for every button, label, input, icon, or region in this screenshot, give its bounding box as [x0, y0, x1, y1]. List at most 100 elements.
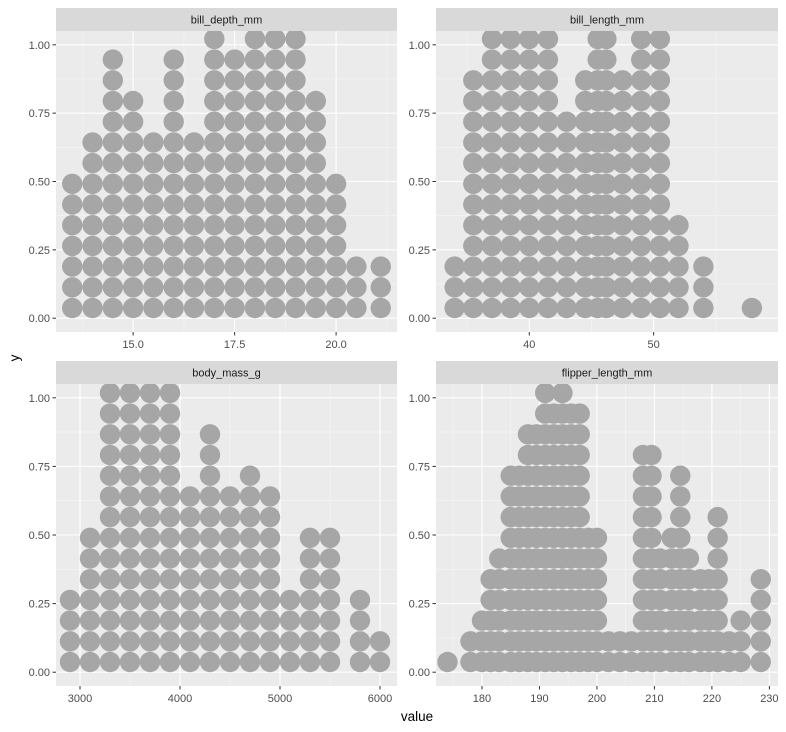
facet-flipper-length-mm: flipper_length_mm 0.00 0.25 0.50 0.75 1.00 180…	[409, 361, 779, 705]
dot	[224, 70, 245, 91]
dot	[163, 90, 184, 112]
y-tick-label: 0.25	[29, 245, 50, 257]
dot	[224, 152, 245, 174]
dot	[59, 589, 81, 611]
dot	[641, 444, 662, 466]
x-tick-label: 40	[523, 339, 535, 351]
dot	[179, 486, 201, 507]
dot	[119, 465, 141, 486]
dot	[346, 256, 367, 277]
dot	[224, 90, 245, 112]
facet-bill-depth-mm: bill_depth_mm 0.00 0.25 0.50 0.75 1.00 15.0 17.…	[29, 8, 397, 351]
dot	[204, 277, 225, 298]
dot	[370, 256, 391, 277]
dot	[82, 194, 103, 215]
dot	[285, 90, 306, 112]
dot	[79, 548, 101, 569]
dot	[631, 277, 652, 298]
dot	[730, 610, 751, 631]
dot	[463, 277, 484, 298]
x-tick-label: 4000	[168, 693, 192, 705]
dot	[139, 506, 161, 528]
dot	[82, 152, 103, 174]
dot	[199, 589, 221, 611]
x-tick-label: 220	[703, 693, 721, 705]
dot	[179, 569, 201, 590]
dot	[244, 173, 266, 194]
dot	[612, 235, 633, 257]
dot	[325, 194, 347, 215]
y-tick-label: 0.75	[409, 461, 430, 473]
dot	[299, 527, 321, 548]
dot	[305, 277, 327, 298]
dot	[159, 424, 181, 445]
dot	[463, 90, 484, 112]
dot	[82, 297, 103, 319]
dot	[102, 215, 124, 236]
x-tick-label: 50	[648, 339, 660, 351]
dot	[730, 631, 751, 652]
dot	[693, 277, 714, 298]
dot	[305, 235, 327, 257]
facet-panels: bill_depth_mm 0.00 0.25 0.50 0.75 1.00 15.0 17.…	[29, 8, 779, 705]
dot	[99, 486, 121, 507]
dot	[183, 277, 205, 298]
dot	[122, 111, 144, 132]
dot	[668, 297, 689, 319]
dot	[481, 90, 503, 112]
dot	[99, 384, 121, 404]
dot	[569, 444, 590, 466]
dot	[707, 527, 728, 548]
dot	[631, 111, 652, 132]
dot	[649, 132, 671, 153]
dot	[179, 651, 201, 673]
dot	[325, 297, 347, 319]
dot	[204, 49, 225, 70]
dot	[500, 49, 521, 70]
dot	[612, 152, 633, 174]
dot	[122, 132, 144, 153]
dot	[102, 90, 124, 112]
dot	[224, 215, 245, 236]
dot	[183, 215, 205, 236]
dot	[139, 465, 161, 486]
dot	[139, 569, 161, 590]
dot	[244, 70, 266, 91]
dot	[265, 49, 286, 70]
dot	[204, 215, 225, 236]
dot	[596, 256, 617, 277]
dot	[596, 152, 617, 174]
dot	[179, 527, 201, 548]
dot	[596, 132, 617, 153]
dot	[119, 506, 141, 528]
dot	[535, 384, 556, 404]
dot	[122, 173, 144, 194]
dot	[285, 49, 306, 70]
dot	[537, 132, 559, 153]
dot	[163, 277, 184, 298]
dot	[119, 527, 141, 548]
dot	[444, 297, 465, 319]
dot	[668, 215, 689, 236]
dot	[183, 132, 205, 153]
dot	[500, 277, 521, 298]
dot	[750, 569, 771, 590]
dot	[199, 486, 221, 507]
dot	[641, 486, 662, 507]
dot	[556, 215, 577, 236]
dot	[183, 256, 205, 277]
dot	[99, 403, 121, 424]
dot	[163, 194, 184, 215]
dot	[265, 297, 286, 319]
dot	[143, 215, 164, 236]
dot	[537, 173, 559, 194]
dot	[122, 194, 144, 215]
dot	[139, 424, 161, 445]
dot	[244, 235, 266, 257]
dot	[265, 235, 286, 257]
y-tick-label: 1.00	[409, 393, 430, 405]
strip-background	[436, 8, 778, 31]
dot	[707, 589, 728, 611]
facet-title: body_mass_g	[192, 368, 261, 380]
dot	[612, 215, 633, 236]
